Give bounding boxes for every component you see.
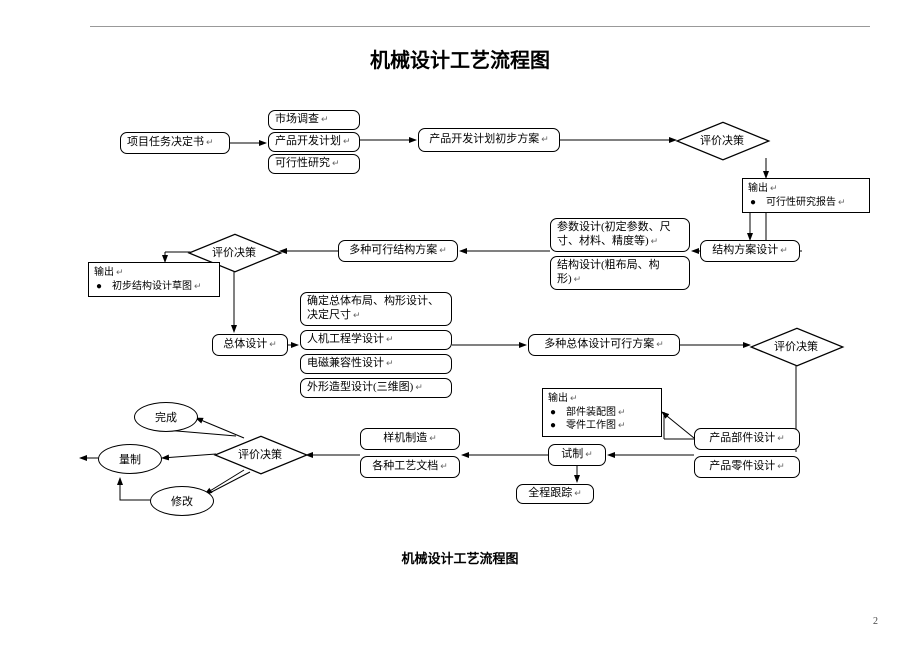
decision-d1: 评价决策 <box>678 122 766 158</box>
page-number: 2 <box>873 616 878 627</box>
node-n2b: 产品开发计划↵ <box>268 132 360 152</box>
terminal-e3: 修改 <box>150 486 214 516</box>
page-rule <box>90 26 870 27</box>
node-n13b: 各种工艺文档↵ <box>360 456 460 478</box>
node-n10a: 产品部件设计↵ <box>694 428 800 450</box>
node-n11: 试制↵ <box>548 444 606 466</box>
node-n13a: 样机制造↵ <box>360 428 460 450</box>
node-n8b: 人机工程学设计↵ <box>300 330 452 350</box>
output-o2: 输出↵● 初步结构设计草图↵ <box>88 262 220 297</box>
node-n3: 产品开发计划初步方案↵ <box>418 128 560 152</box>
node-n9: 多种总体设计可行方案↵ <box>528 334 680 356</box>
terminal-e1: 完成 <box>134 402 198 432</box>
node-n6: 多种可行结构方案↵ <box>338 240 458 262</box>
output-o3: 输出↵● 部件装配图↵● 零件工作图↵ <box>542 388 662 437</box>
node-n5a: 参数设计(初定参数、尺寸、材料、精度等)↵ <box>550 218 690 252</box>
page-title: 机械设计工艺流程图 <box>0 44 920 73</box>
node-n1: 项目任务决定书↵ <box>120 132 230 154</box>
page-subtitle: 机械设计工艺流程图 <box>0 548 920 567</box>
output-o1: 输出↵● 可行性研究报告↵ <box>742 178 870 213</box>
terminal-e2: 量制 <box>98 444 162 474</box>
node-n8c: 电磁兼容性设计↵ <box>300 354 452 374</box>
node-n8d: 外形造型设计(三维图)↵ <box>300 378 452 398</box>
node-n2a: 市场调查↵ <box>268 110 360 130</box>
node-n8a: 确定总体布局、构形设计、决定尺寸↵ <box>300 292 452 326</box>
node-n10b: 产品零件设计↵ <box>694 456 800 478</box>
decision-d3: 评价决策 <box>752 328 840 364</box>
node-n12: 全程跟踪↵ <box>516 484 594 504</box>
node-n2c: 可行性研究↵ <box>268 154 360 174</box>
node-n4: 结构方案设计↵ <box>700 240 800 262</box>
decision-d4: 评价决策 <box>216 436 304 472</box>
node-n7: 总体设计↵ <box>212 334 288 356</box>
node-n5b: 结构设计(粗布局、构形)↵ <box>550 256 690 290</box>
